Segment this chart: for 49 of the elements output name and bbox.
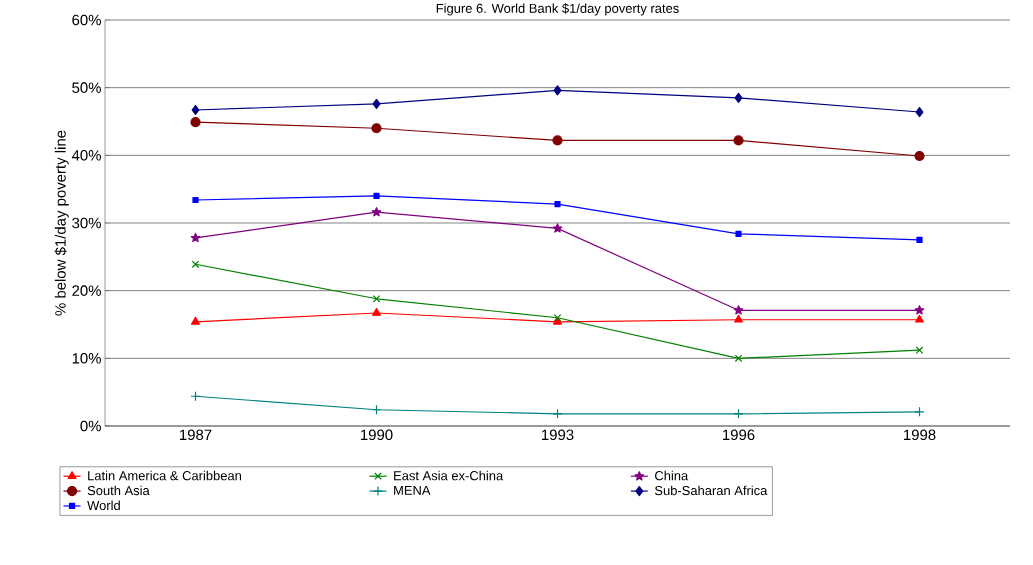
point: [552, 223, 563, 233]
point: [916, 236, 923, 244]
point: [733, 305, 744, 315]
point: [733, 135, 744, 146]
x-tick-label: 1987: [180, 429, 212, 441]
point: [915, 314, 924, 323]
point: [373, 192, 380, 200]
point: [191, 104, 200, 116]
point: [552, 135, 563, 146]
point: [734, 354, 743, 363]
legend-label: China: [655, 470, 689, 481]
point: [192, 196, 199, 204]
y-tick-label: 0%: [80, 420, 101, 432]
legend-label: South Asia: [87, 485, 150, 496]
point: [734, 314, 743, 323]
y-tick-label: 60%: [72, 14, 101, 26]
legend-label: MENA: [394, 485, 431, 495]
legend-label: East Asia ex-China: [394, 470, 504, 481]
point: [371, 123, 382, 134]
point: [554, 200, 561, 208]
point: [553, 85, 562, 96]
y-tick-label: 50%: [72, 82, 101, 93]
point: [191, 260, 200, 269]
point: [372, 98, 381, 109]
legend-label: World: [87, 500, 120, 511]
y-tick-label: 20%: [72, 285, 101, 296]
x-tick-label: 1993: [542, 429, 574, 441]
x-tick-label: 1990: [361, 429, 393, 441]
y-tick-label: 30%: [72, 217, 101, 229]
point: [735, 230, 742, 237]
point: [372, 295, 381, 303]
point: [191, 316, 200, 325]
point: [914, 150, 925, 162]
legend-label: Sub-Saharan Africa: [654, 485, 768, 496]
x-tick-label: 1996: [723, 429, 755, 441]
point: [190, 232, 201, 243]
point: [372, 307, 381, 316]
point: [915, 346, 924, 354]
x-tick-label: 1998: [904, 429, 936, 441]
point: [371, 207, 382, 217]
y-tick-label: 40%: [71, 150, 101, 161]
point: [190, 117, 201, 128]
point: [914, 305, 925, 315]
legend-label: Latin America & Caribbean: [88, 470, 242, 481]
y-axis-title: % below $1/day poverty line: [54, 130, 69, 316]
y-tick-label: 10%: [72, 353, 101, 364]
point: [915, 106, 924, 118]
point: [734, 92, 743, 103]
chart-title: Figure 6. World Bank $1/day poverty rates: [436, 3, 679, 16]
